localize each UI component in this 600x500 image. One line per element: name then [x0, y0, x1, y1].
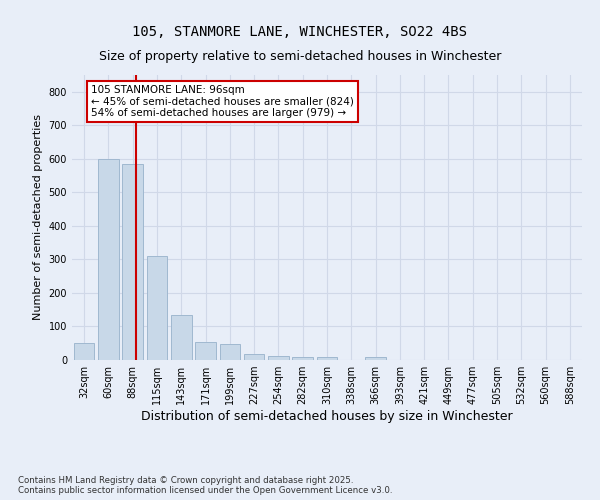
- Bar: [146, 256, 167, 360]
- Text: 105, STANMORE LANE, WINCHESTER, SO22 4BS: 105, STANMORE LANE, WINCHESTER, SO22 4BS: [133, 25, 467, 39]
- Y-axis label: Number of semi-detached properties: Number of semi-detached properties: [33, 114, 43, 320]
- Text: 105 STANMORE LANE: 96sqm
← 45% of semi-detached houses are smaller (824)
54% of : 105 STANMORE LANE: 96sqm ← 45% of semi-d…: [91, 85, 355, 118]
- Bar: [317, 356, 337, 360]
- Text: Contains HM Land Registry data © Crown copyright and database right 2025.
Contai: Contains HM Land Registry data © Crown c…: [18, 476, 392, 495]
- Bar: [244, 354, 265, 360]
- Bar: [171, 314, 191, 360]
- Bar: [122, 164, 143, 360]
- Bar: [365, 356, 386, 360]
- Bar: [98, 159, 119, 360]
- Text: Size of property relative to semi-detached houses in Winchester: Size of property relative to semi-detach…: [99, 50, 501, 63]
- Bar: [220, 344, 240, 360]
- Bar: [292, 356, 313, 360]
- Bar: [268, 356, 289, 360]
- Bar: [195, 342, 216, 360]
- Bar: [74, 343, 94, 360]
- X-axis label: Distribution of semi-detached houses by size in Winchester: Distribution of semi-detached houses by …: [141, 410, 513, 423]
